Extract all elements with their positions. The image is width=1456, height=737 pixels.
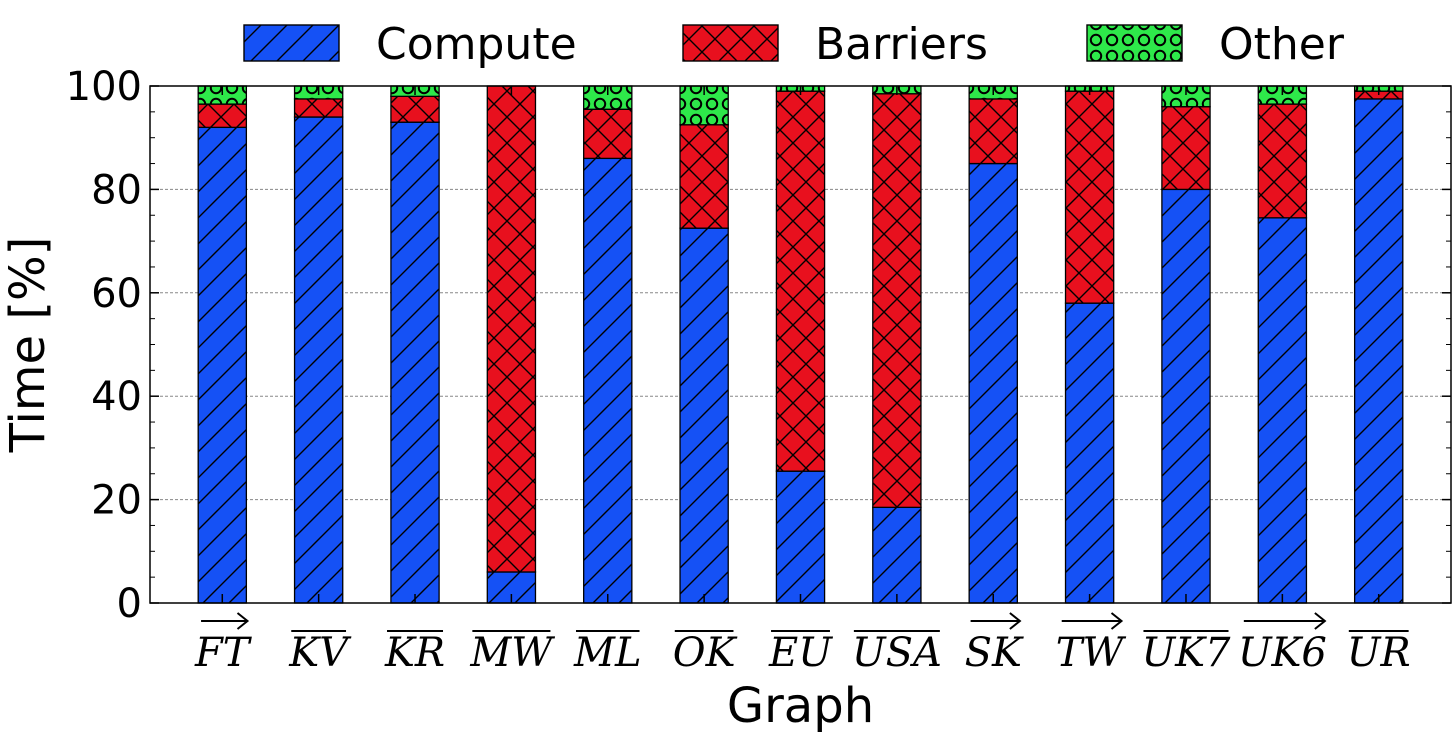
- bar-compute-hatch: [968, 162, 1018, 604]
- legend: Compute Barriers Other: [243, 19, 1345, 70]
- y-tick-label: 40: [91, 374, 142, 420]
- x-tick-label: OK: [673, 630, 738, 676]
- x-tick-label-group: UR: [1347, 630, 1411, 676]
- x-tick-label: USA: [852, 630, 942, 676]
- x-tick-label: MW: [469, 630, 555, 676]
- vector-arrowhead-mark: [1009, 612, 1022, 630]
- x-tick-label-group: KV: [288, 630, 352, 676]
- axis-ticks: [150, 85, 1451, 604]
- bar-compute-hatch: [1064, 302, 1115, 604]
- x-tick-label-group: SK: [965, 612, 1024, 676]
- y-axis-title: Time [%]: [0, 237, 56, 454]
- x-tick-label-group: UK7: [1141, 630, 1231, 676]
- y-tick-label: 100: [66, 64, 142, 110]
- y-tick-label: 80: [91, 167, 142, 213]
- x-tick-label: FT: [194, 630, 253, 676]
- legend-swatch-other-hatch: [1086, 24, 1183, 62]
- legend-swatch-barriers-hatch: [682, 24, 779, 62]
- bar-barriers-hatch: [293, 98, 344, 118]
- legend-swatch-compute-hatch: [243, 24, 340, 62]
- x-tick-label: UK6: [1238, 630, 1327, 676]
- y-tick-label: 20: [91, 478, 142, 524]
- y-tick-label: 0: [117, 581, 142, 627]
- x-tick-label: KV: [288, 630, 352, 676]
- bar-barriers-hatch: [197, 103, 248, 129]
- bar-compute-hatch: [1353, 98, 1404, 604]
- y-tick-label: 60: [91, 271, 142, 317]
- bar-barriers-hatch: [775, 90, 826, 472]
- bar-compute-hatch: [775, 470, 826, 604]
- x-tick-label: UR: [1347, 630, 1411, 676]
- bar-barriers-hatch: [1064, 90, 1115, 304]
- bar-barriers-hatch: [968, 98, 1018, 165]
- bar-compute-hatch: [872, 506, 922, 604]
- bar-compute-hatch: [583, 157, 633, 604]
- legend-label-other: Other: [1219, 19, 1345, 70]
- x-tick-label-group: USA: [852, 630, 942, 676]
- x-tick-label-group: KR: [384, 630, 445, 676]
- legend-label-barriers: Barriers: [815, 19, 988, 70]
- bar-compute-hatch: [1161, 188, 1211, 604]
- y-tick-labels: 0 20 40 60 80 100: [66, 64, 142, 627]
- x-tick-label-group: TW: [1056, 612, 1127, 676]
- bar-compute-hatch: [1257, 217, 1308, 604]
- x-tick-label-group: ML: [573, 630, 642, 676]
- bars: [197, 85, 1404, 604]
- x-tick-label-group: MW: [469, 630, 555, 676]
- bar-barriers-hatch: [679, 124, 729, 229]
- bar-barriers-hatch: [872, 93, 922, 509]
- x-tick-label-group: OK: [673, 630, 738, 676]
- x-axis-title: Graph: [727, 678, 874, 734]
- x-tick-labels: FT KV KR MW ML OK EU USA SK TW UK7 UK6 UR: [194, 612, 1411, 676]
- x-tick-label: KR: [384, 630, 445, 676]
- x-tick-label: ML: [573, 630, 642, 676]
- vector-arrowhead-mark: [1314, 612, 1327, 630]
- bar-barriers-hatch: [486, 85, 537, 573]
- vector-arrowhead-mark: [1110, 612, 1124, 630]
- legend-label-compute: Compute: [376, 19, 577, 70]
- bar-compute-hatch: [293, 116, 344, 604]
- x-tick-label: EU: [768, 630, 833, 676]
- x-tick-label: SK: [965, 630, 1024, 676]
- bar-barriers-hatch: [390, 95, 440, 123]
- x-tick-label-group: UK6: [1238, 612, 1327, 676]
- bar-barriers-hatch: [1257, 103, 1308, 219]
- bar-compute-hatch: [390, 121, 440, 604]
- bar-compute-hatch: [679, 227, 729, 604]
- x-tick-label-group: FT: [194, 612, 253, 676]
- x-tick-label-group: EU: [768, 630, 833, 676]
- bar-barriers-hatch: [583, 108, 633, 160]
- bar-compute-hatch: [197, 126, 248, 604]
- x-tick-label: UK7: [1141, 630, 1231, 676]
- bar-barriers-hatch: [1161, 106, 1211, 191]
- vector-arrowhead-mark: [236, 612, 250, 630]
- x-tick-label: TW: [1056, 630, 1127, 676]
